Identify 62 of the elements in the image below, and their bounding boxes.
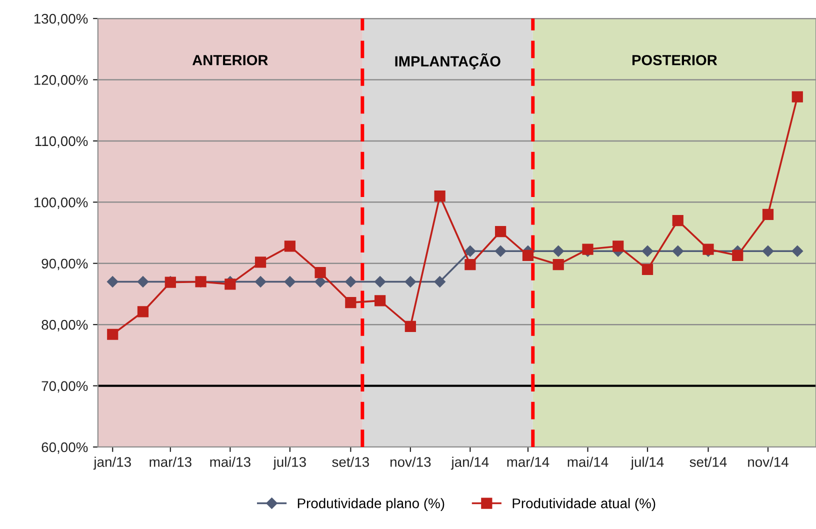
point [345, 296, 356, 308]
x-tick-label: set/13 [332, 456, 369, 467]
point [254, 256, 266, 268]
point [522, 250, 534, 261]
point [107, 328, 118, 340]
point [374, 295, 386, 306]
y-tick-label: 110,00% [35, 136, 88, 148]
x-tick-label: mai/14 [568, 456, 608, 467]
point [494, 246, 506, 257]
point [107, 276, 118, 288]
point [672, 214, 684, 226]
point [434, 190, 446, 202]
x-tick-label: mar/13 [150, 456, 192, 467]
point [642, 246, 654, 257]
point [702, 244, 714, 255]
point [464, 246, 476, 257]
point [434, 276, 446, 288]
point [345, 276, 356, 288]
point [284, 240, 296, 252]
point [762, 246, 774, 257]
point [464, 259, 476, 270]
x-tick-label: nov/13 [390, 456, 431, 467]
x-tick-label: mai/13 [210, 456, 250, 467]
point [374, 276, 386, 288]
point [137, 276, 149, 288]
x-tick-label: nov/14 [748, 456, 788, 467]
point [612, 240, 624, 252]
y-tick-label: 130,00% [34, 14, 88, 26]
legend-label: Produtividade plano (%) [298, 498, 444, 512]
point [552, 259, 564, 270]
point [404, 320, 416, 332]
legend-label: Produtividade atual (%) [512, 498, 656, 512]
point [137, 306, 149, 318]
point [224, 278, 236, 290]
point [792, 91, 803, 102]
point [254, 276, 266, 288]
point [404, 276, 416, 288]
band-label: ANTERIOR [192, 54, 268, 66]
point [762, 208, 774, 220]
y-tick-label: 60,00% [42, 442, 88, 454]
x-tick-label: jul/13 [272, 456, 306, 470]
y-tick-label: 120,00% [34, 75, 88, 87]
point [552, 246, 564, 257]
x-tick-label: mar/14 [507, 456, 550, 467]
point [284, 276, 296, 288]
band-label: POSTERIOR [632, 54, 718, 66]
y-tick-label: 100,00% [34, 197, 88, 209]
point [314, 266, 326, 278]
y-tick-label: 70,00% [42, 381, 88, 393]
point [582, 244, 594, 255]
band-label: IMPLANTAÇÃO [395, 53, 500, 70]
point [792, 246, 803, 257]
x-tick-label: jan/13 [93, 456, 131, 470]
point [672, 246, 684, 257]
x-tick-label: jan/14 [450, 456, 489, 470]
x-tick-label: jul/14 [630, 456, 664, 470]
y-tick-label: 80,00% [42, 320, 88, 332]
point [642, 264, 654, 276]
point [732, 250, 744, 261]
point [495, 226, 506, 238]
y-tick-label: 90,00% [42, 258, 88, 270]
x-tick-label: set/14 [690, 456, 727, 467]
